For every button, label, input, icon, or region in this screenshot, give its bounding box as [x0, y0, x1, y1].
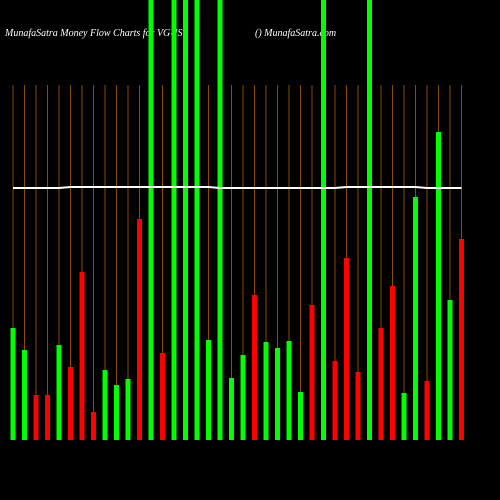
line: [13, 186, 462, 189]
bar: [229, 378, 234, 440]
bar: [413, 197, 418, 440]
bar: [390, 286, 395, 440]
bar: [459, 239, 464, 440]
bar: [298, 392, 303, 440]
bar: [183, 0, 188, 440]
bar: [56, 345, 62, 440]
bar: [275, 348, 280, 440]
bar: [378, 328, 384, 440]
bar: [401, 393, 407, 440]
chart-subtitle: () MunafaSatra.com: [255, 28, 336, 39]
bar: [22, 350, 27, 440]
bar: [355, 372, 361, 440]
bar: [79, 272, 85, 440]
bar: [436, 132, 441, 440]
bar: [240, 355, 246, 440]
bar: [309, 305, 315, 440]
bar: [206, 340, 211, 440]
bar: [102, 370, 108, 440]
bar: [171, 0, 177, 440]
bar: [447, 300, 453, 440]
bar: [160, 353, 165, 440]
bar: [194, 0, 200, 440]
bar: [332, 361, 338, 440]
bar: [344, 258, 349, 440]
bar: [252, 295, 257, 440]
bar: [125, 379, 131, 440]
bar: [10, 328, 16, 440]
bar: [321, 0, 326, 440]
bar: [91, 412, 96, 440]
plot-area: [10, 0, 464, 440]
bar: [424, 381, 430, 440]
bar: [148, 0, 154, 440]
bar: [286, 341, 292, 440]
bar: [45, 395, 50, 440]
bar: [114, 385, 119, 440]
bar: [217, 0, 223, 440]
bar: [367, 0, 372, 440]
chart-title: MunafaSatra Money Flow Charts for VGUS: [4, 28, 183, 39]
bar: [137, 219, 142, 440]
bar: [263, 342, 269, 440]
bar: [33, 395, 39, 440]
bar: [68, 367, 73, 440]
